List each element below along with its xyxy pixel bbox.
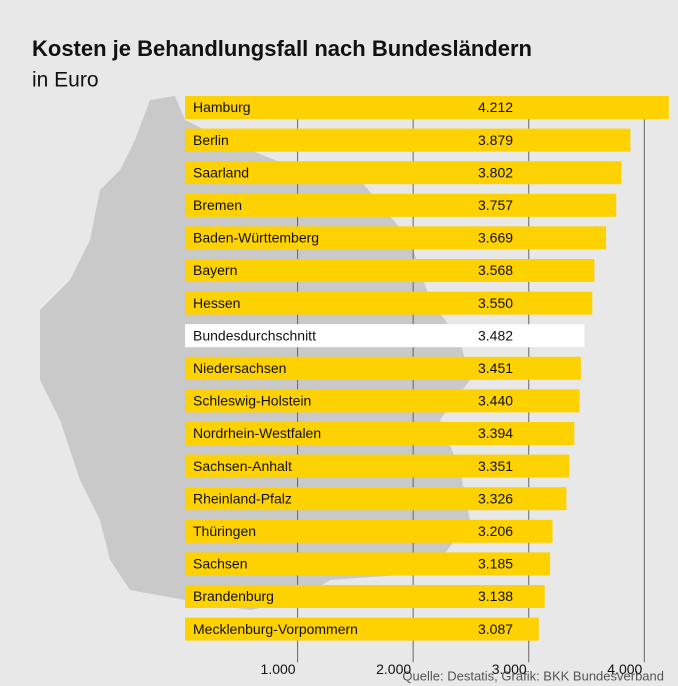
x-tick-label: 3.000 [492,661,527,677]
bar [185,291,593,315]
category-label: Schleswig-Holstein [193,393,311,409]
category-label: Bremen [193,197,242,213]
chart-subtitle: in Euro [32,69,99,92]
bar [185,226,607,250]
source: Quelle: Destatis, Grafik: BKK Bundesverb… [402,668,664,683]
value-label: 3.550 [478,295,513,311]
bar [185,128,631,152]
category-label: Hamburg [193,99,251,115]
category-label: Mecklenburg-Vorpommern [193,621,358,637]
bar [185,552,551,576]
bar [185,617,539,641]
category-label: Bayern [193,262,237,278]
value-label: 3.138 [478,588,513,604]
value-label: 3.482 [478,327,513,343]
bar [185,356,581,380]
value-label: 4.212 [478,99,513,115]
bar [185,454,570,478]
category-label: Saarland [193,164,249,180]
bar [185,324,585,348]
value-label: 3.394 [478,425,513,441]
category-label: Sachsen [193,556,247,572]
bar [185,259,595,282]
value-label: 3.669 [478,230,513,246]
value-label: 3.568 [478,262,513,278]
bar [185,161,622,185]
category-label: Berlin [193,132,229,148]
category-label: Thüringen [193,523,256,539]
category-label: Brandenburg [193,588,274,604]
x-tick-label: 1.000 [261,661,296,677]
value-label: 3.451 [478,360,513,376]
bar [185,487,567,511]
value-label: 3.351 [478,458,513,474]
bar [185,96,669,119]
map-silhouette [40,96,470,610]
bar [185,389,580,413]
value-label: 3.802 [478,164,513,180]
value-label: 3.326 [478,490,513,506]
category-label: Nordrhein-Westfalen [193,425,321,441]
chart-title: Kosten je Behandlungsfall nach Bundeslän… [32,36,532,61]
bar [185,422,575,445]
bar [185,519,553,543]
value-label: 3.206 [478,523,513,539]
value-label: 3.185 [478,556,513,572]
value-label: 3.879 [478,132,513,148]
value-label: 3.087 [478,621,513,637]
category-label: Baden-Württemberg [193,230,319,246]
bar [185,193,617,217]
x-tick-label: 2.000 [376,661,411,677]
category-label: Bundesdurchschnitt [193,327,316,343]
bar [185,585,545,608]
x-tick-label: 4.000 [607,661,642,677]
category-label: Sachsen-Anhalt [193,458,292,474]
category-label: Rheinland-Pfalz [193,490,292,506]
category-label: Hessen [193,295,240,311]
value-label: 3.440 [478,393,513,409]
value-label: 3.757 [478,197,513,213]
category-label: Niedersachsen [193,360,286,376]
